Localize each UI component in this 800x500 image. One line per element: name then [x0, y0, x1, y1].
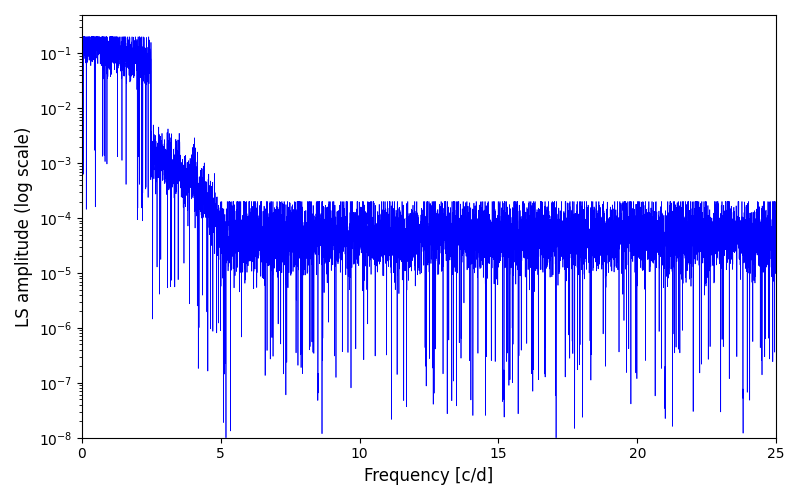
X-axis label: Frequency [c/d]: Frequency [c/d] [364, 467, 494, 485]
Y-axis label: LS amplitude (log scale): LS amplitude (log scale) [15, 126, 33, 326]
